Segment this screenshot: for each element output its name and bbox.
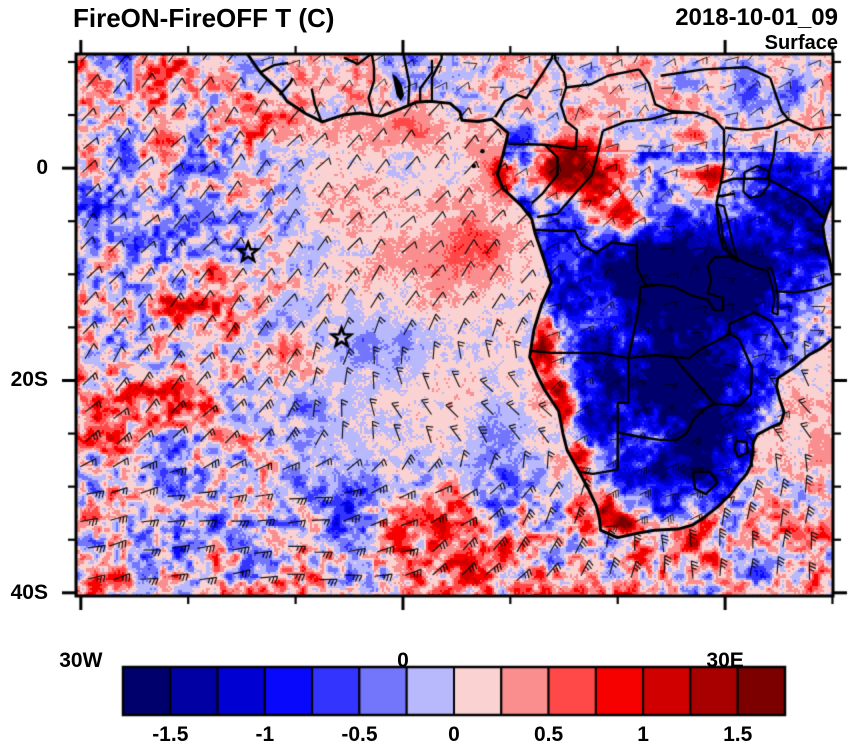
xaxis-tick-label: 30E (706, 649, 744, 672)
colorbar-tick-label: 1.5 (723, 723, 753, 746)
colorbar-tick-label: 0.5 (533, 723, 564, 746)
xaxis-tick-label: 0 (397, 649, 409, 672)
plot-title: FireON-FireOFF T (C) (73, 3, 335, 33)
colorbar-tick-label: 0 (448, 723, 460, 746)
xaxis-tick-label: 30W (59, 649, 103, 672)
yaxis-tick-label: 40S (10, 580, 48, 604)
yaxis-tick-label: 20S (10, 368, 48, 392)
colorbar-tick-label: -0.5 (341, 723, 378, 746)
colorbar-tick-label: 1 (637, 723, 649, 746)
yaxis-tick-label: 0 (36, 156, 48, 180)
plot-level: Surface (764, 32, 838, 54)
colorbar-tick-label: -1.5 (152, 723, 189, 746)
plot-datetime: 2018-10-01_09 (675, 4, 838, 31)
colorbar-tick-label: -1 (255, 723, 275, 746)
